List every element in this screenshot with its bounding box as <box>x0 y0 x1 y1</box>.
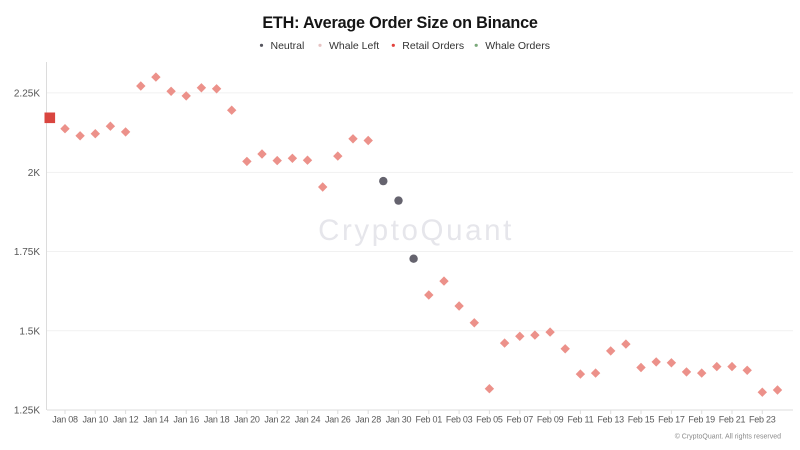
svg-text:Jan 18: Jan 18 <box>204 414 230 424</box>
svg-text:Feb 21: Feb 21 <box>719 414 746 424</box>
svg-text:Jan 22: Jan 22 <box>264 414 290 424</box>
svg-text:2.25K: 2.25K <box>14 89 40 100</box>
svg-text:Feb 09: Feb 09 <box>537 414 564 424</box>
svg-text:Feb 15: Feb 15 <box>628 414 655 424</box>
svg-text:CryptoQuant: CryptoQuant <box>318 214 514 247</box>
svg-text:Jan 14: Jan 14 <box>143 414 169 424</box>
svg-text:Feb 03: Feb 03 <box>446 414 473 424</box>
svg-text:Feb 01: Feb 01 <box>416 414 443 424</box>
svg-text:Feb 05: Feb 05 <box>476 414 503 424</box>
svg-text:Jan 20: Jan 20 <box>234 414 260 424</box>
svg-text:1.5K: 1.5K <box>19 326 40 337</box>
svg-text:Feb 23: Feb 23 <box>749 414 776 424</box>
svg-text:Jan 30: Jan 30 <box>386 414 412 424</box>
svg-text:Feb 13: Feb 13 <box>597 414 624 424</box>
svg-text:2K: 2K <box>28 168 41 179</box>
svg-text:1.75K: 1.75K <box>14 247 40 258</box>
svg-text:Feb 07: Feb 07 <box>507 414 534 424</box>
svg-text:Feb 19: Feb 19 <box>688 414 715 424</box>
svg-text:Neutral: Neutral <box>271 40 305 52</box>
svg-text:Feb 17: Feb 17 <box>658 414 685 424</box>
svg-text:Jan 10: Jan 10 <box>83 414 109 424</box>
svg-text:Jan 28: Jan 28 <box>355 414 381 424</box>
svg-text:Jan 24: Jan 24 <box>295 414 321 424</box>
svg-text:ETH: Average Order Size on Bin: ETH: Average Order Size on Binance <box>262 14 538 32</box>
svg-text:1.25K: 1.25K <box>14 406 40 417</box>
svg-text:Feb 11: Feb 11 <box>567 414 593 424</box>
svg-text:Retail Orders: Retail Orders <box>402 40 464 52</box>
svg-text:Whale Left: Whale Left <box>329 40 379 52</box>
svg-text:Jan 26: Jan 26 <box>325 414 351 424</box>
svg-text:Whale Orders: Whale Orders <box>485 40 550 52</box>
svg-text:Jan 08: Jan 08 <box>52 414 78 424</box>
svg-text:Jan 12: Jan 12 <box>113 414 139 424</box>
svg-text:© CryptoQuant. All rights rese: © CryptoQuant. All rights reserved <box>675 433 781 441</box>
svg-text:Jan 16: Jan 16 <box>173 414 199 424</box>
